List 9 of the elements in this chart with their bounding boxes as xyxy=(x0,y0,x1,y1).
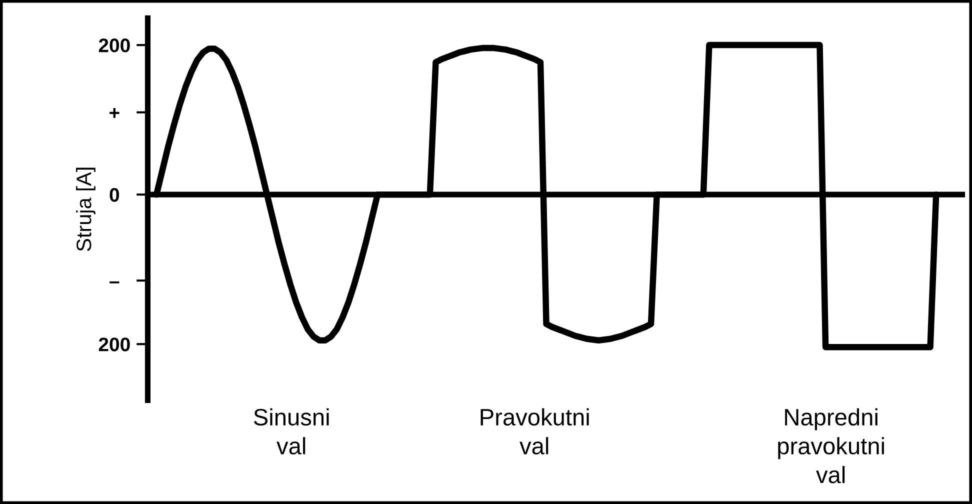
y-tick-label: + xyxy=(110,108,120,118)
y-tick-label: 0 xyxy=(110,188,120,202)
y-tick-label: 200 xyxy=(98,38,130,52)
text: Sinusni val xyxy=(254,408,329,454)
y-axis-title: Struja [A] xyxy=(76,168,96,252)
text: Pravokutni val xyxy=(480,408,589,454)
y-tick-label: 200 xyxy=(98,338,130,352)
text: Napredni pravokutni val xyxy=(778,408,884,484)
y-tick-label: – xyxy=(110,281,120,284)
